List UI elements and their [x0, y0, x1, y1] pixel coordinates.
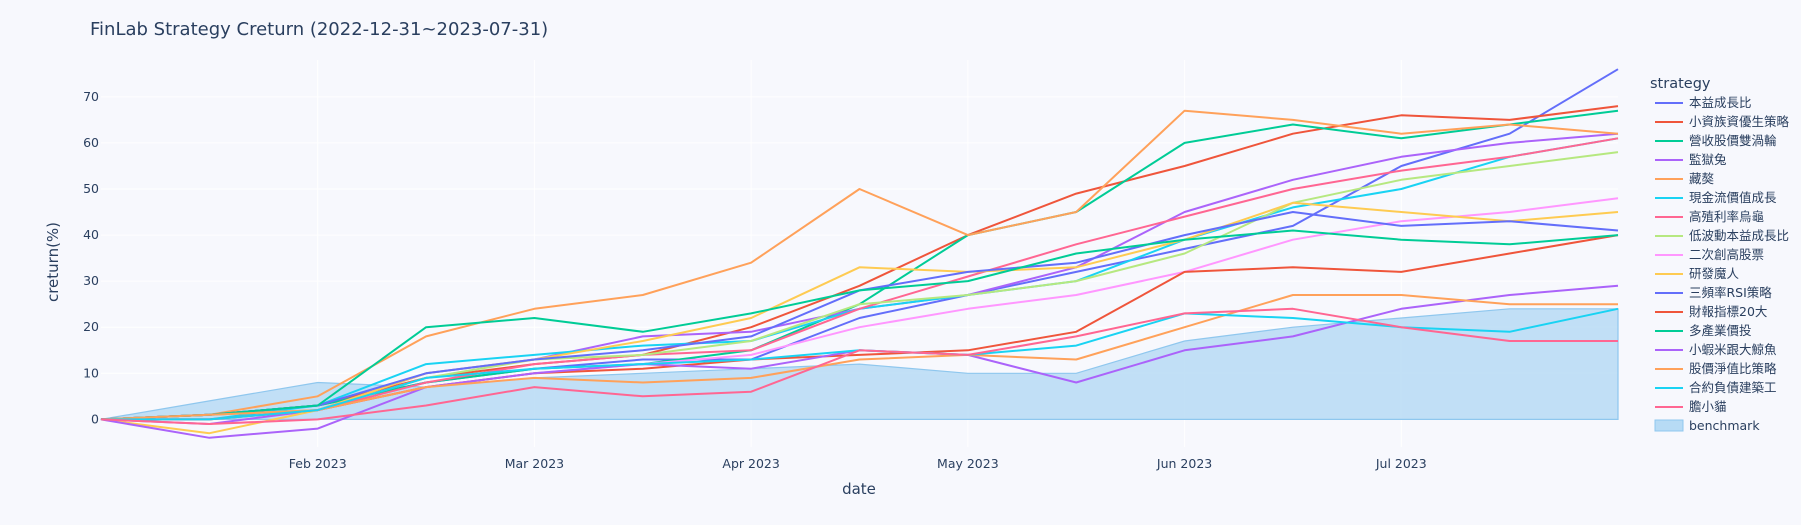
chart-title: FinLab Strategy Creturn (2022-12-31~2023… — [90, 19, 548, 40]
legend-label: 小蝦米跟大鯨魚 — [1689, 342, 1777, 357]
y-tick-label: 20 — [83, 319, 99, 334]
x-tick-label: Feb 2023 — [289, 456, 347, 471]
legend-label: 高殖利率烏龜 — [1689, 209, 1765, 224]
y-tick-label: 50 — [83, 181, 99, 196]
x-tick-label: May 2023 — [937, 456, 999, 471]
legend-label: 合約負債建築工 — [1689, 380, 1777, 395]
series-line-2 — [100, 105, 1619, 421]
legend-label: 小資族資優生策略 — [1689, 114, 1790, 129]
legend-title: strategy — [1650, 76, 1711, 92]
x-axis-ticks: Feb 2023 Mar 2023 Apr 2023 May 2023 Jun 2023… — [289, 456, 1427, 471]
legend-label: 膽小貓 — [1689, 399, 1727, 414]
legend-label: 低波動本益成長比 — [1689, 228, 1789, 243]
legend-label-benchmark: benchmark — [1689, 418, 1760, 433]
legend-label: 本益成長比 — [1689, 95, 1752, 110]
legend-label: 藏獒 — [1689, 171, 1715, 186]
y-tick-label: 0 — [91, 411, 99, 426]
legend-label: 二次創高股票 — [1689, 247, 1764, 262]
y-tick-label: 10 — [83, 365, 99, 380]
y-tick-label: 40 — [83, 227, 99, 242]
series-line-17 — [100, 307, 1618, 425]
legend-swatch-benchmark — [1654, 419, 1684, 432]
legend-label: 多產業價投 — [1689, 323, 1752, 338]
benchmark-area — [100, 308, 1619, 421]
y-tick-label: 70 — [83, 89, 99, 104]
series-line-15 — [100, 294, 1618, 421]
x-tick-label: Jul 2023 — [1375, 456, 1427, 471]
legend-label: 研發魔人 — [1689, 266, 1740, 281]
x-tick-label: Apr 2023 — [722, 456, 779, 471]
series-line-5 — [100, 109, 1619, 421]
y-tick-label: 60 — [83, 135, 99, 150]
y-tick-label: 30 — [83, 273, 99, 288]
legend-label: 現金流價值成長 — [1689, 190, 1777, 205]
plot-area — [100, 60, 1619, 447]
y-axis-ticks: 0 10 20 30 40 50 60 70 — [83, 89, 99, 427]
y-axis-title: creturn(%) — [44, 222, 62, 302]
legend-label: 財報指標20大 — [1689, 304, 1767, 319]
x-tick-label: Jun 2023 — [1156, 456, 1212, 471]
x-tick-label: Mar 2023 — [505, 456, 564, 471]
series-line-10 — [100, 201, 1619, 435]
legend-label: 監獄兔 — [1689, 152, 1727, 167]
legend-label: 營收股價雙渦輪 — [1689, 133, 1777, 148]
legend: strategy 本益成長比小資族資優生策略營收股價雙渦輪監獄兔藏獒現金流價值成… — [1650, 76, 1790, 433]
legend-label: 三頻率RSI策略 — [1689, 285, 1772, 300]
series-line-7 — [100, 137, 1619, 421]
legend-label: 股價淨值比策略 — [1689, 361, 1777, 376]
x-axis-title: date — [842, 480, 876, 498]
series-line-13 — [100, 229, 1619, 421]
